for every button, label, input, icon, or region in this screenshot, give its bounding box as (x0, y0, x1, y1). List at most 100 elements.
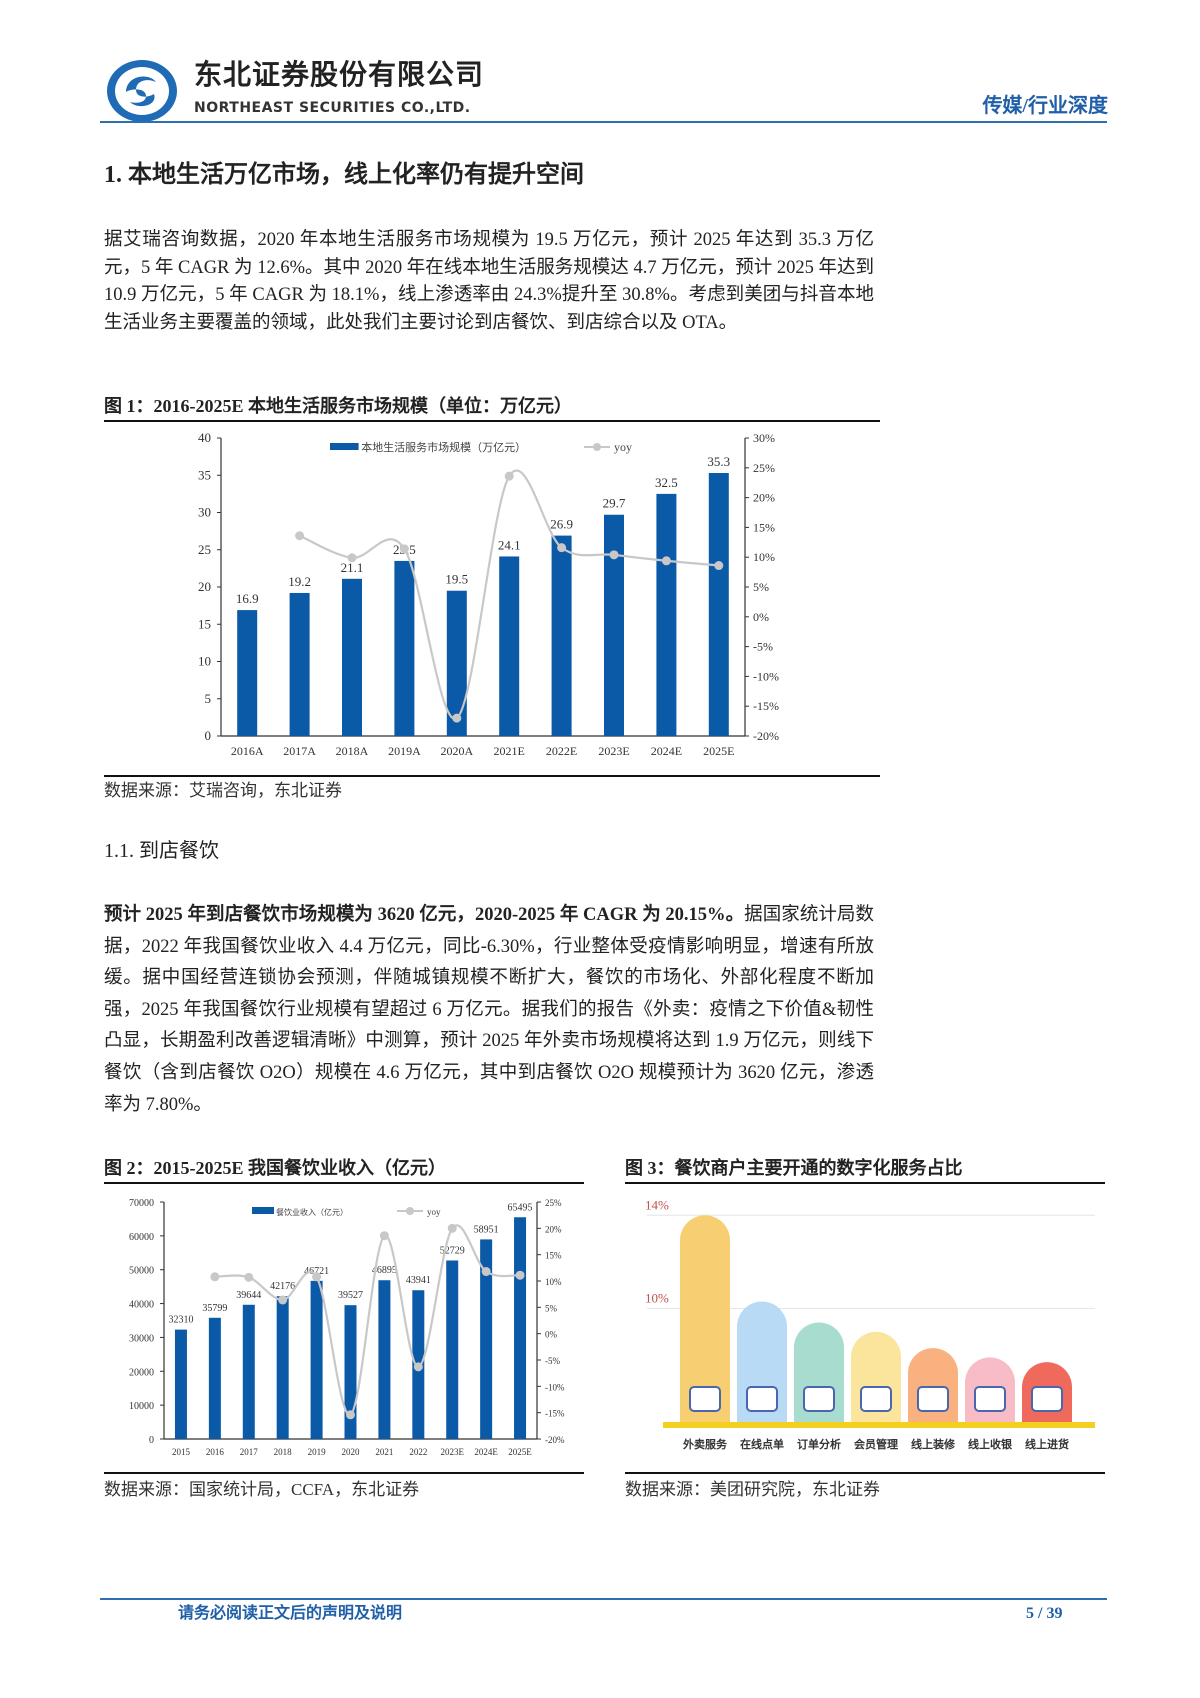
legend-line-label: yoy (427, 1207, 441, 1217)
yoy-point (557, 543, 567, 553)
yoy-point (346, 1410, 355, 1420)
yoy-point (244, 1272, 254, 1282)
x-tick-label: 2024E (474, 1447, 498, 1457)
bar (289, 592, 310, 736)
bar (344, 1305, 357, 1439)
x-tick-label: 2022E (546, 744, 577, 758)
x-tick-label: 2016A (231, 744, 264, 758)
y2-tick-label: 20% (545, 1224, 562, 1234)
bar (499, 556, 520, 736)
x-tick-label: 2017 (240, 1447, 258, 1457)
x-tick-label: 会员管理 (854, 1437, 898, 1451)
figure2-chart: 0 10000 20000 30000 40000 50000 60000 70000 -20%… (129, 1198, 565, 1457)
y2-tick-label: 15% (545, 1251, 562, 1261)
bar-data-label: 32.5 (655, 475, 678, 490)
figure1-source: 数据来源：艾瑞咨询，东北证券 (104, 781, 342, 800)
bar-data-label: 35.3 (707, 454, 730, 469)
yoy-point (295, 531, 305, 541)
yoy-point (312, 1272, 322, 1282)
icon-frame (974, 1386, 1006, 1412)
bar (208, 1317, 221, 1439)
y2-tick-label: 0% (545, 1330, 558, 1340)
x-tick-label: 2020 (342, 1447, 361, 1457)
bar-data-label: 43941 (406, 1275, 431, 1286)
bar (708, 473, 729, 736)
section-heading: 1. 本地生活万亿市场，线上化率仍有提升空间 (104, 162, 584, 188)
y2-tick-label: -10% (753, 669, 779, 683)
y-tick-label: 40 (198, 430, 211, 445)
bar-data-label: 46721 (304, 1266, 329, 1277)
y2-tick-label: -20% (545, 1435, 565, 1445)
figure1-bottom-rule (104, 775, 880, 777)
x-tick-label: 2018A (336, 744, 369, 758)
yoy-line (299, 469, 719, 720)
icon-frame (746, 1386, 778, 1412)
y-tick-label: 14% (645, 1197, 669, 1212)
bar (276, 1296, 289, 1439)
figure2-top-rule (104, 1182, 584, 1184)
bar-data-label: 46895 (372, 1265, 397, 1276)
x-tick-label: 2023E (598, 744, 629, 758)
x-tick-label: 2025E (508, 1447, 532, 1457)
yoy-point (609, 550, 619, 560)
yoy-point (347, 553, 357, 563)
x-tick-label: 订单分析 (797, 1437, 841, 1451)
crown-icon (860, 1386, 892, 1412)
y2-tick-label: 30% (753, 431, 775, 445)
y-tick-label: 35 (198, 467, 211, 482)
footer-divider (100, 1598, 1107, 1600)
x-tick-label: 2021 (375, 1447, 393, 1457)
legend-line-marker (406, 1207, 414, 1215)
bar-data-label: 35799 (202, 1303, 227, 1314)
x-tick-label: 2020A (440, 744, 473, 758)
figure2-bottom-rule (104, 1472, 584, 1474)
y-tick-label: 15 (198, 616, 211, 631)
bar (378, 1280, 391, 1439)
bar (551, 535, 572, 736)
figure3-chart: 14% 10% 外卖服务 在线点单 订单分析 会员管理 线上装修 线上收银 线上进货 (625, 1184, 1105, 1471)
bar-data-label: 42176 (270, 1281, 295, 1292)
y2-tick-label: -5% (545, 1356, 560, 1366)
bar-data-label: 39527 (338, 1290, 363, 1301)
y-tick-label: 30000 (129, 1333, 154, 1344)
y2-tick-label: 10% (545, 1277, 562, 1287)
legend-line-marker (593, 443, 601, 451)
y-tick-label: 40000 (129, 1300, 154, 1311)
subsection-bold-lead: 预计 2025 年到店餐饮市场规模为 3620 亿元，2020-2025 年 C… (104, 905, 745, 925)
bar-data-label: 32310 (168, 1315, 193, 1326)
bar (242, 1304, 255, 1439)
x-tick-label: 2019 (308, 1447, 327, 1457)
y2-tick-label: 0% (753, 610, 769, 624)
yoy-point (379, 1231, 389, 1241)
section-paragraph: 据艾瑞咨询数据，2020 年本地生活服务市场规模为 19.5 万亿元，预计 20… (104, 230, 874, 333)
bar-data-label: 65495 (508, 1202, 533, 1213)
yoy-point (447, 1223, 457, 1233)
icon-frame (803, 1386, 835, 1412)
legend-bar-swatch (252, 1207, 274, 1214)
icon-frame (917, 1386, 949, 1412)
y-tick-label: 25 (198, 542, 211, 557)
bar-data-label: 58951 (474, 1224, 499, 1235)
yoy-line (214, 1224, 521, 1416)
bar-data-label: 26.9 (550, 517, 573, 532)
yoy-point (452, 713, 462, 723)
subsection-body: 据国家统计局数据，2022 年我国餐饮业收入 4.4 万亿元，同比-6.30%，… (104, 905, 874, 1115)
subsection-paragraph: 预计 2025 年到店餐饮市场规模为 3620 亿元，2020-2025 年 C… (104, 900, 874, 1121)
y-tick-label: 5 (205, 691, 212, 706)
y-tick-label: 70000 (129, 1198, 154, 1209)
figure2-source: 数据来源：国家统计局，CCFA，东北证券 (104, 1480, 420, 1499)
bar (446, 1260, 459, 1439)
storefront-icon (917, 1386, 949, 1412)
x-tick-label: 2015 (172, 1447, 191, 1457)
y2-tick-label: 20% (753, 491, 775, 505)
bar (680, 1215, 730, 1425)
bar (174, 1329, 187, 1439)
x-tick-label: 2016 (206, 1447, 225, 1457)
baseline-bar (663, 1422, 1095, 1428)
company-name-en: NORTHEAST SECURITIES CO.,LTD. (194, 100, 471, 116)
figure1-title: 图 1：2016-2025E 本地生活服务市场规模（单位：万亿元） (104, 396, 572, 416)
bar-data-label: 21.1 (341, 560, 364, 575)
bar-data-label: 24.1 (498, 537, 521, 552)
x-tick-label: 线上收银 (968, 1437, 1013, 1451)
page-number: 5 / 39 (1026, 1605, 1063, 1622)
